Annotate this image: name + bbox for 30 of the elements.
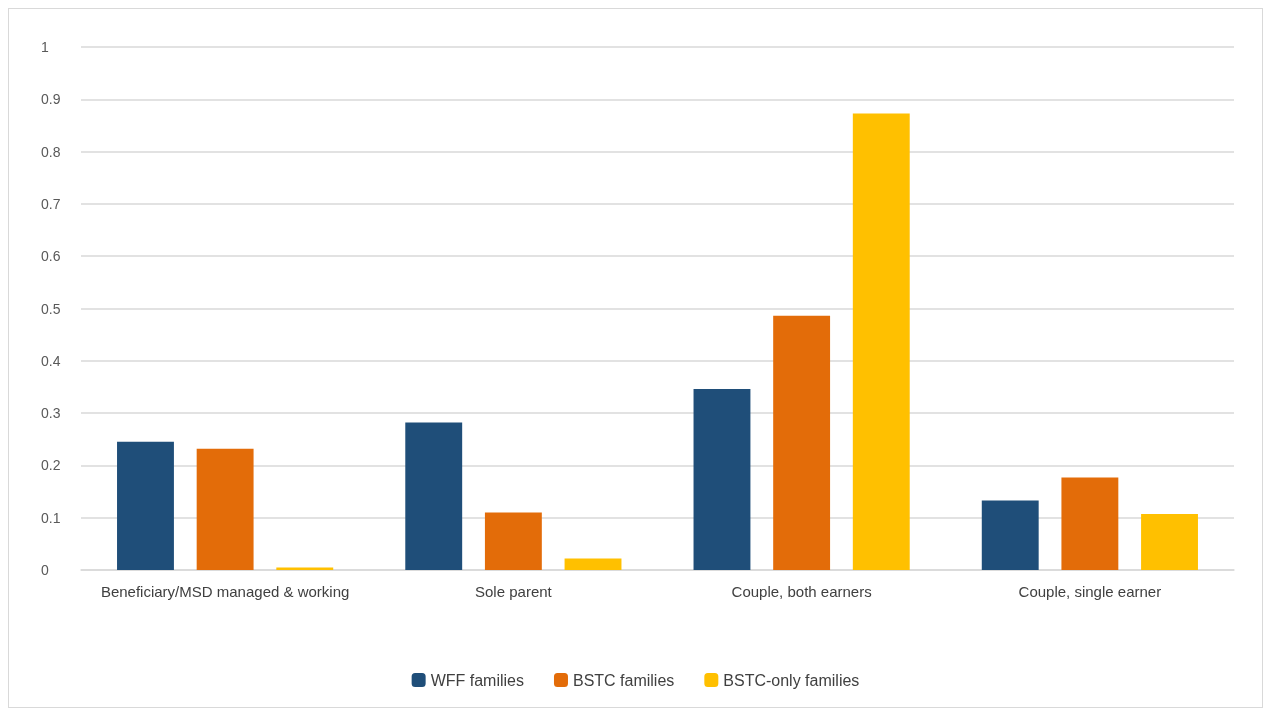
bar (1061, 477, 1119, 570)
y-tick-label: 1 (41, 39, 49, 55)
y-tick-label: 0.2 (41, 457, 61, 474)
legend-label: WFF families (430, 671, 524, 689)
y-tick-label: 0.4 (41, 352, 61, 369)
x-tick-label: Couple, single earner (1018, 583, 1162, 600)
y-tick-label: 0.8 (41, 143, 61, 160)
bar (773, 315, 831, 570)
bar (196, 448, 254, 570)
legend-label: BSTC-only families (723, 671, 860, 689)
y-tick-label: 0.3 (41, 405, 61, 422)
bar (405, 422, 463, 570)
x-tick-label: Sole parent (475, 583, 553, 600)
bar (693, 389, 751, 570)
bar (117, 441, 174, 570)
y-tick-label: 0 (41, 562, 49, 578)
y-tick-label: 0.1 (41, 509, 61, 526)
bar (852, 113, 910, 570)
bar (1141, 514, 1198, 570)
bar (981, 500, 1039, 570)
bar (564, 558, 622, 570)
bar (276, 567, 334, 570)
y-tick-label: 0.5 (41, 300, 61, 317)
x-tick-label: Beneficiary/MSD managed & working (100, 583, 350, 600)
legend-label: BSTC families (572, 671, 675, 689)
y-tick-label: 0.7 (41, 195, 61, 212)
y-tick-label: 0.6 (41, 248, 61, 265)
x-tick-label: Couple, both earners (731, 583, 872, 600)
y-tick-label: 0.9 (41, 91, 61, 108)
bar (484, 512, 542, 570)
